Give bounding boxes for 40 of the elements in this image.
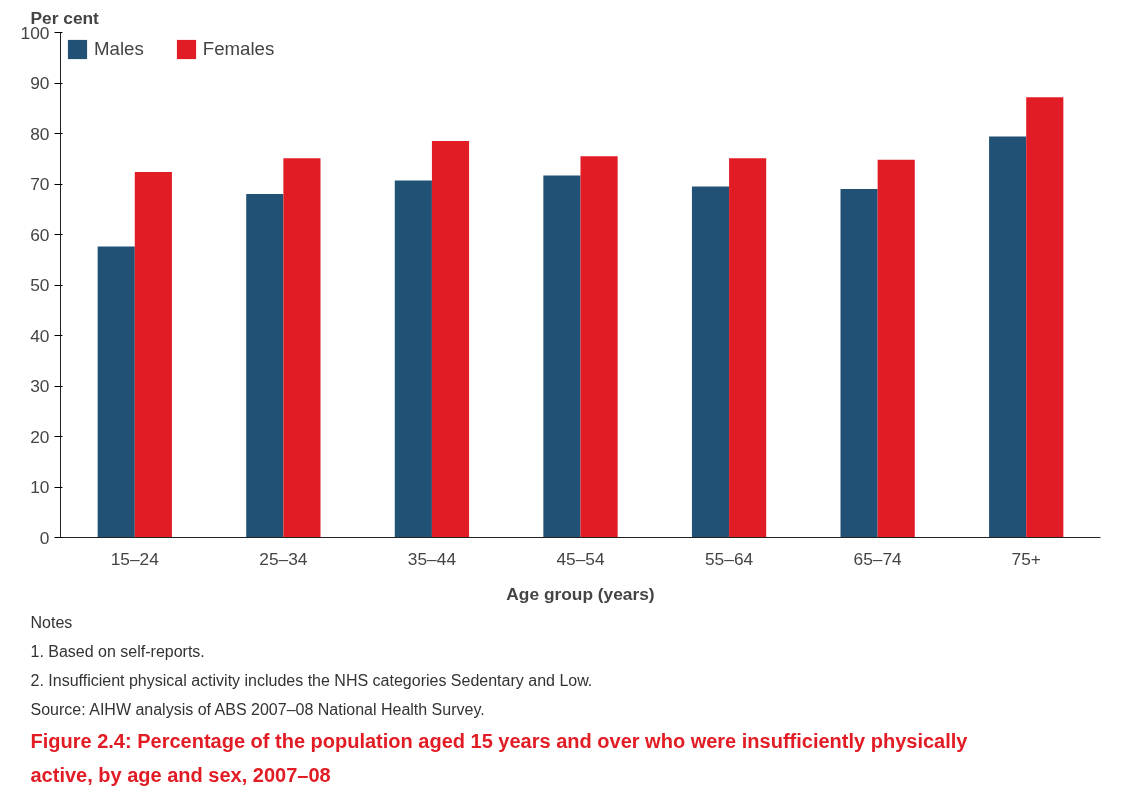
bar [840,189,878,538]
bar [246,194,284,538]
text: 2. Insufficient physical activity includes the NHS categories Sedentary and Low. [30,671,593,689]
x-tick-label: 75+ [1011,548,1041,569]
y-tick-label: 10 [30,477,50,497]
x-tick-label: 55–64 [704,548,754,569]
bar [691,186,730,538]
y-tick-label: 30 [30,376,50,396]
x-tick-label: 25–34 [259,548,308,569]
text: Figure 2.4: Percentage of the population aged 15 years and over who were insufficiently physically active, by age and sex, 2007–08 [30,729,969,786]
x-tick-label: 15–24 [110,548,160,569]
legend-label: Females [202,38,275,60]
y-tick-label: 0 [39,527,50,548]
x-tick-label: 45–54 [556,548,605,569]
bar [283,158,321,538]
y-tick-label: 50 [30,275,50,295]
y-tick-label: 40 [30,325,50,346]
y-tick-label: 90 [30,73,50,93]
x-tick-label: 35–44 [407,548,457,569]
x-axis-title: Age group (years) [506,583,655,604]
bar [431,141,470,538]
bar [580,156,618,538]
y-tick-label: 60 [30,224,50,245]
bar [1026,97,1064,538]
bar [97,246,135,538]
bar [729,158,767,538]
y-tick-label: 80 [30,123,50,144]
bar [394,180,432,538]
bar [877,159,915,538]
x-tick-label: 65–74 [853,548,903,569]
bar [543,175,581,538]
y-tick-label: 70 [30,174,50,194]
text: Notes [30,613,73,631]
text: 1. Based on self-reports. [30,642,205,660]
bar [134,171,172,538]
y-tick-label: 20 [30,426,50,447]
source-note: Source: AIHW analysis of ABS 2007–08 National Health Survey. [30,700,485,718]
legend-label: Males [94,38,144,60]
bar [989,136,1027,538]
y-axis-title: Per cent [30,7,100,28]
